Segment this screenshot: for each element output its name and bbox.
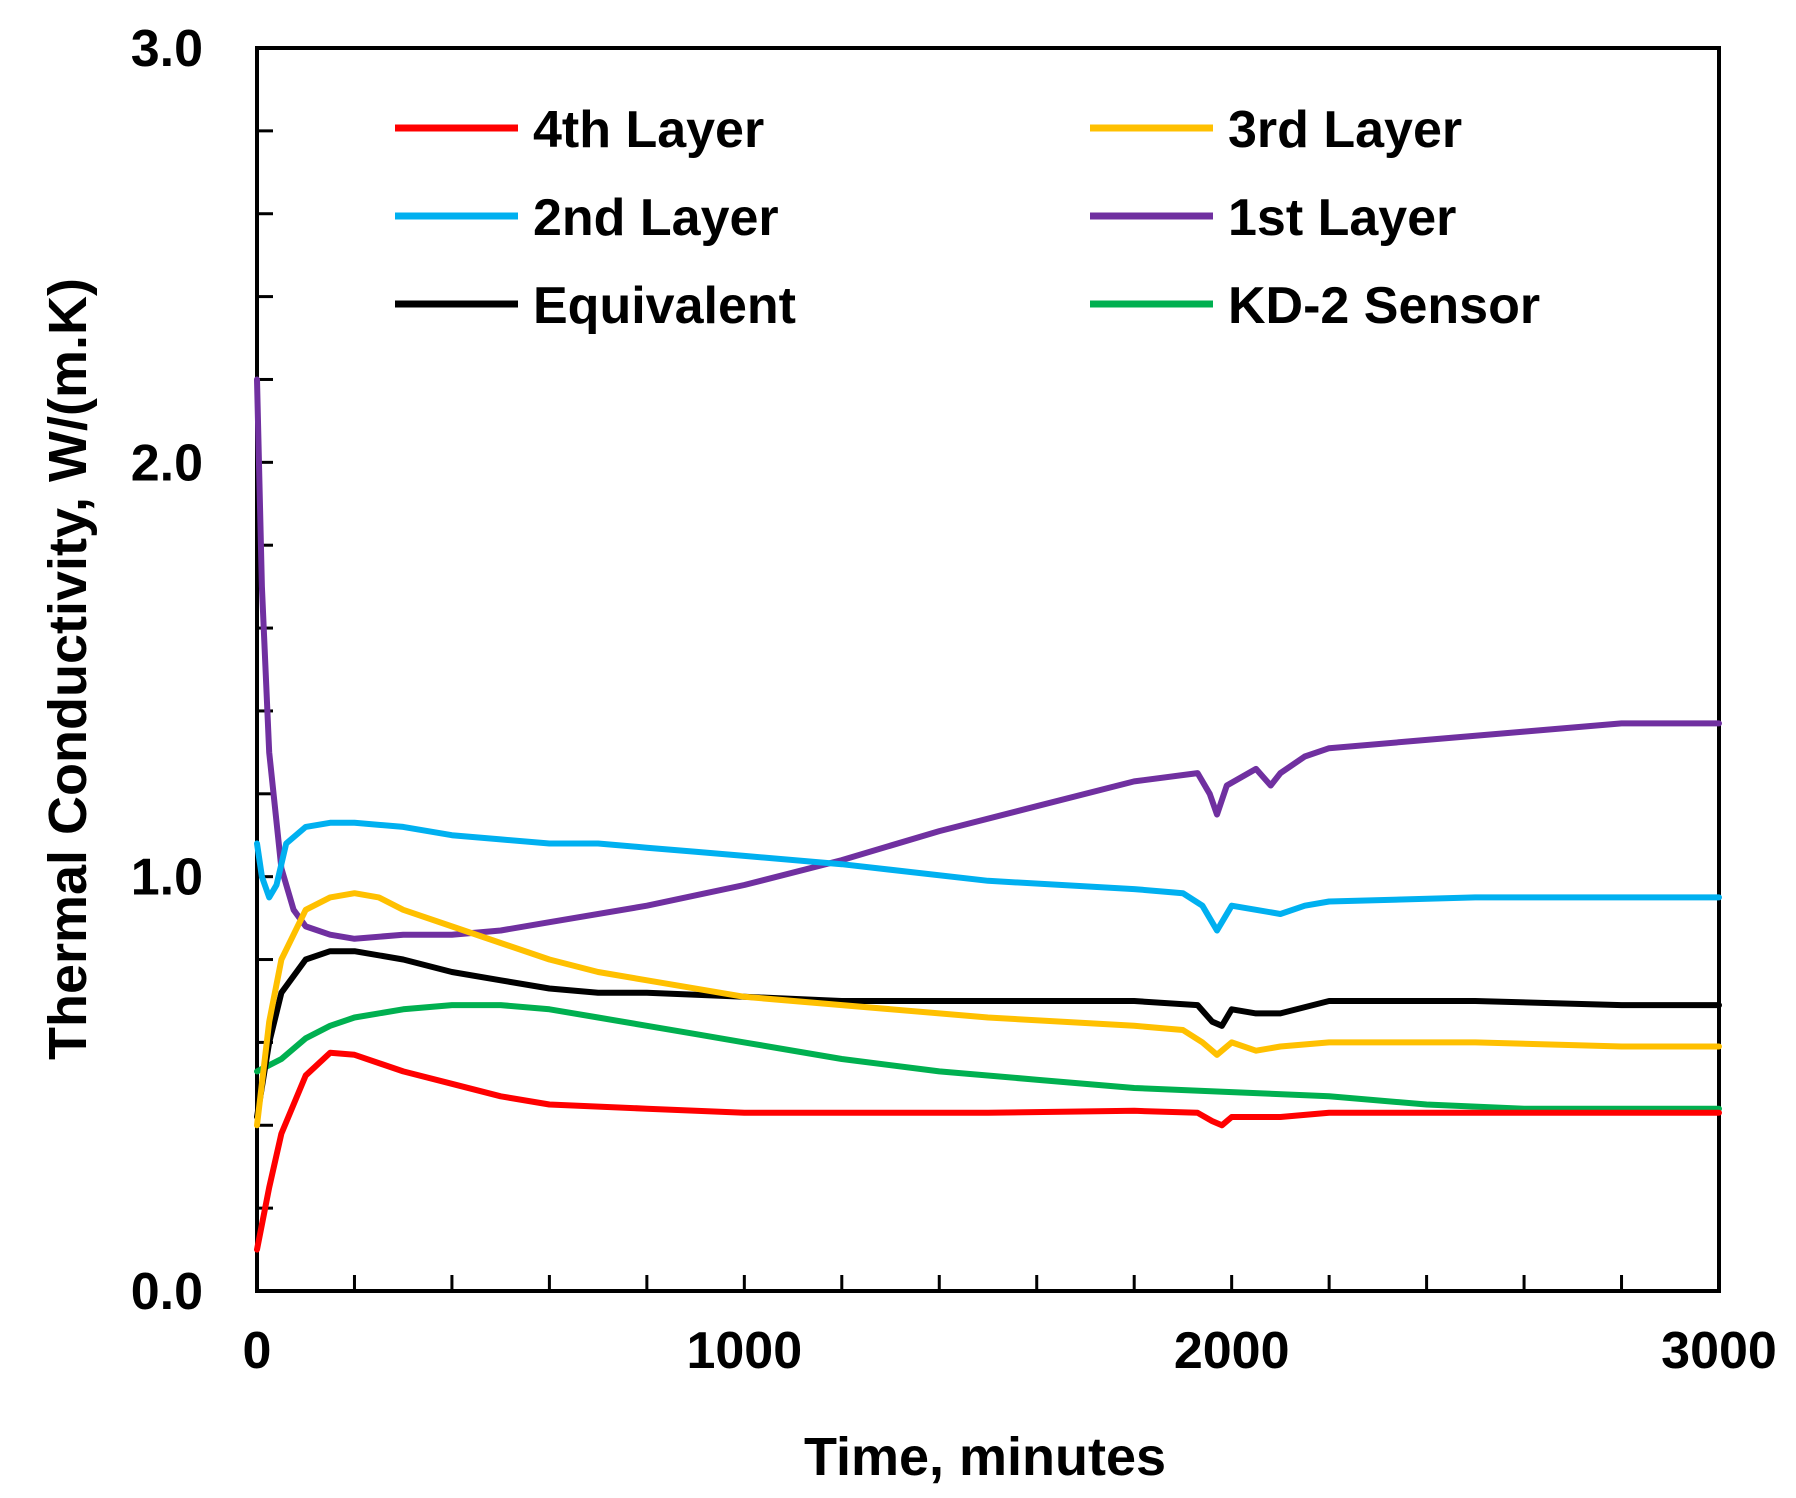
legend-item-equivalent: Equivalent: [395, 277, 796, 335]
x-axis-tick-labels: 0 1000 2000 3000: [243, 1322, 1777, 1380]
x-tick-label-1000: 1000: [686, 1322, 802, 1380]
legend-label-1st-layer: 1st Layer: [1228, 189, 1456, 247]
series-line-3rd-layer: [254, 890, 1722, 1129]
legend: 4th Layer 3rd Layer 2nd Layer 1st Layer …: [395, 101, 1540, 335]
x-tick-label-0: 0: [243, 1322, 272, 1380]
y-axis-tick-labels: 0.0 1.0 2.0 3.0: [131, 20, 203, 1321]
plot-area: [254, 46, 1722, 1293]
x-tick-label-2000: 2000: [1174, 1322, 1290, 1380]
legend-item-3rd-layer: 3rd Layer: [1090, 101, 1462, 159]
series-line-2nd-layer: [254, 819, 1722, 934]
x-tick-label-3000: 3000: [1661, 1322, 1777, 1380]
legend-label-3rd-layer: 3rd Layer: [1228, 101, 1462, 159]
legend-label-2nd-layer: 2nd Layer: [533, 189, 779, 247]
x-axis-title: Time, minutes: [804, 1427, 1166, 1487]
y-tick-label-0: 0.0: [131, 1263, 203, 1321]
plot-frame: [255, 46, 1721, 1293]
series-line-kd-2-sensor: [254, 1002, 1722, 1112]
series-layer: [254, 376, 1722, 1253]
legend-item-kd2-sensor: KD-2 Sensor: [1090, 277, 1540, 335]
legend-item-1st-layer: 1st Layer: [1090, 189, 1456, 247]
legend-label-equivalent: Equivalent: [533, 277, 796, 335]
y-tick-label-3: 3.0: [131, 20, 203, 78]
y-axis-title: Thermal Conductivity, W/(m.K): [38, 278, 98, 1060]
legend-label-4th-layer: 4th Layer: [533, 101, 764, 159]
minor-ticks: [255, 46, 1721, 1293]
legend-label-kd2-sensor: KD-2 Sensor: [1228, 277, 1540, 335]
y-tick-label-1: 1.0: [131, 849, 203, 907]
y-tick-label-2: 2.0: [131, 434, 203, 492]
legend-item-4th-layer: 4th Layer: [395, 101, 764, 159]
legend-item-2nd-layer: 2nd Layer: [395, 189, 779, 247]
series-line-4th-layer: [254, 1049, 1722, 1253]
series-line-1st-layer: [254, 376, 1722, 942]
